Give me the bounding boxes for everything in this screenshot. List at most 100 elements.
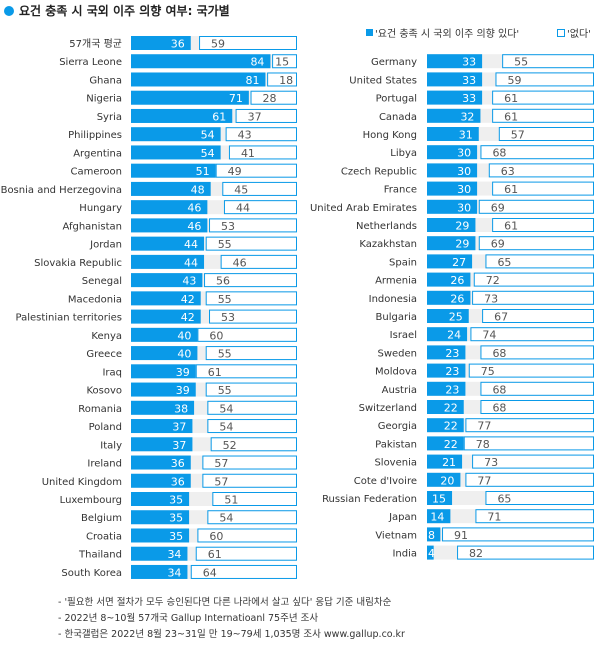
bar-no	[457, 545, 594, 560]
bar-yes	[131, 72, 266, 87]
bar-yes	[427, 72, 483, 87]
country-label: Luxembourg	[60, 495, 122, 506]
bar-row: South Korea 34 64	[61, 564, 297, 579]
bar-row: United Arab Emirates 30 69	[310, 199, 594, 214]
bar-row: Sierra Leone 84 15	[59, 54, 298, 69]
data-label-no: 60	[209, 530, 223, 543]
bar-row: Poland 37 54	[89, 419, 297, 434]
data-label-no: 56	[216, 275, 230, 288]
bar-no	[205, 382, 297, 397]
data-label-yes: 30	[457, 183, 471, 196]
data-label-yes: 42	[181, 311, 195, 324]
country-label: Czech Republic	[341, 166, 417, 177]
data-label-no: 64	[203, 566, 217, 579]
country-label: Portugal	[376, 94, 417, 105]
data-label-yes: 23	[445, 347, 459, 360]
chart-title-text: 요건 충족 시 국외 이주 의향 여부: 국가별	[19, 4, 230, 18]
bar-yes	[427, 236, 476, 251]
data-label-no: 55	[218, 384, 232, 397]
bar-yes	[427, 163, 478, 178]
country-label: Belgium	[81, 513, 122, 524]
bar-no	[473, 272, 595, 287]
bar-row: Switzerland 22 68	[359, 400, 594, 415]
data-label-yes: 22	[444, 438, 458, 451]
country-label: Jordan	[89, 240, 122, 251]
bar-row: Iraq 39 61	[102, 364, 298, 379]
bar-no	[475, 509, 594, 524]
country-label: Sweden	[377, 348, 417, 359]
data-label-no: 68	[492, 402, 506, 415]
bar-yes	[131, 145, 221, 160]
data-label-yes: 34	[167, 566, 181, 579]
data-label-no: 69	[491, 238, 505, 251]
country-label: Vietnam	[375, 530, 417, 541]
data-label-yes: 36	[171, 457, 185, 470]
bar-no	[205, 346, 297, 361]
data-label-no: 63	[501, 165, 515, 178]
bar-row: Kenya 40 60	[91, 327, 297, 342]
data-label-yes: 39	[176, 384, 190, 397]
bar-no	[209, 309, 298, 324]
country-label: Iraq	[102, 367, 122, 378]
bar-yes	[427, 108, 481, 123]
bar-no	[472, 454, 594, 469]
country-label: Kosovo	[86, 386, 122, 397]
data-label-no: 75	[481, 365, 495, 378]
bar-yes	[131, 492, 190, 506]
data-label-no: 78	[476, 438, 490, 451]
data-label-no: 54	[219, 421, 233, 434]
country-label: Italy	[100, 440, 122, 451]
data-label-no: 68	[492, 383, 506, 396]
data-label-no: 53	[221, 220, 235, 233]
bar-row: Pakistan 22 78	[375, 436, 594, 451]
data-label-no: 41	[241, 147, 255, 160]
data-label-yes: 14	[430, 511, 444, 524]
data-label-yes: 35	[169, 512, 183, 525]
bar-no	[202, 455, 298, 470]
data-label-no: 73	[484, 456, 498, 469]
bar-row: Thailand 34 61	[78, 546, 298, 561]
data-label-yes: 8	[428, 529, 435, 542]
data-label-yes: 39	[176, 366, 190, 379]
country-label: Netherlands	[356, 221, 417, 232]
bar-row: Vietnam 8 91	[375, 527, 594, 542]
bar-row: Bulgaria 25 67	[376, 309, 594, 324]
bar-row: Indonesia 26 73	[369, 290, 594, 305]
bar-no	[480, 400, 594, 414]
data-label-yes: 81	[245, 74, 259, 87]
bar-row: Hong Kong 31 57	[363, 127, 594, 142]
bar-row: Afghanistan 46 53	[62, 218, 298, 233]
data-label-no: 57	[214, 475, 228, 488]
data-label-yes: 71	[229, 92, 243, 105]
data-label-yes: 46	[187, 220, 201, 233]
bar-row: Czech Republic 30 63	[341, 163, 595, 178]
bar-yes	[131, 181, 211, 196]
bar-row: Moldova 23 75	[375, 363, 594, 378]
bar-no	[488, 163, 595, 178]
footnotes: - '필요한 서면 절차가 모두 승인된다면 다른 나라에서 살고 싶다' 응답…	[58, 595, 405, 643]
bar-yes	[131, 528, 190, 543]
country-label: Armenia	[375, 276, 417, 287]
country-label: Canada	[379, 112, 417, 123]
bar-row: Bosnia and Herzegovina 48 45	[1, 181, 297, 196]
data-label-no: 61	[504, 110, 518, 123]
bar-row: Nigeria 71 28	[86, 90, 298, 105]
data-label-yes: 20	[440, 474, 454, 487]
bar-yes	[427, 363, 466, 378]
country-label: Hong Kong	[363, 130, 417, 141]
bar-yes	[131, 218, 208, 233]
bar-no	[235, 108, 297, 123]
bar-no	[207, 510, 297, 525]
bar-no	[485, 254, 595, 269]
bar-no	[197, 528, 297, 543]
data-label-no: 15	[275, 56, 289, 69]
country-label: Moldova	[375, 367, 417, 378]
data-label-yes: 30	[457, 165, 471, 178]
country-label: United States	[349, 75, 417, 86]
bar-yes	[131, 108, 233, 123]
country-label: Switzerland	[359, 403, 417, 414]
bar-row: Jordan 44 55	[89, 236, 297, 251]
data-label-no: 52	[223, 439, 237, 452]
bar-row: Belgium 35 54	[81, 510, 297, 525]
bar-yes	[131, 419, 193, 434]
